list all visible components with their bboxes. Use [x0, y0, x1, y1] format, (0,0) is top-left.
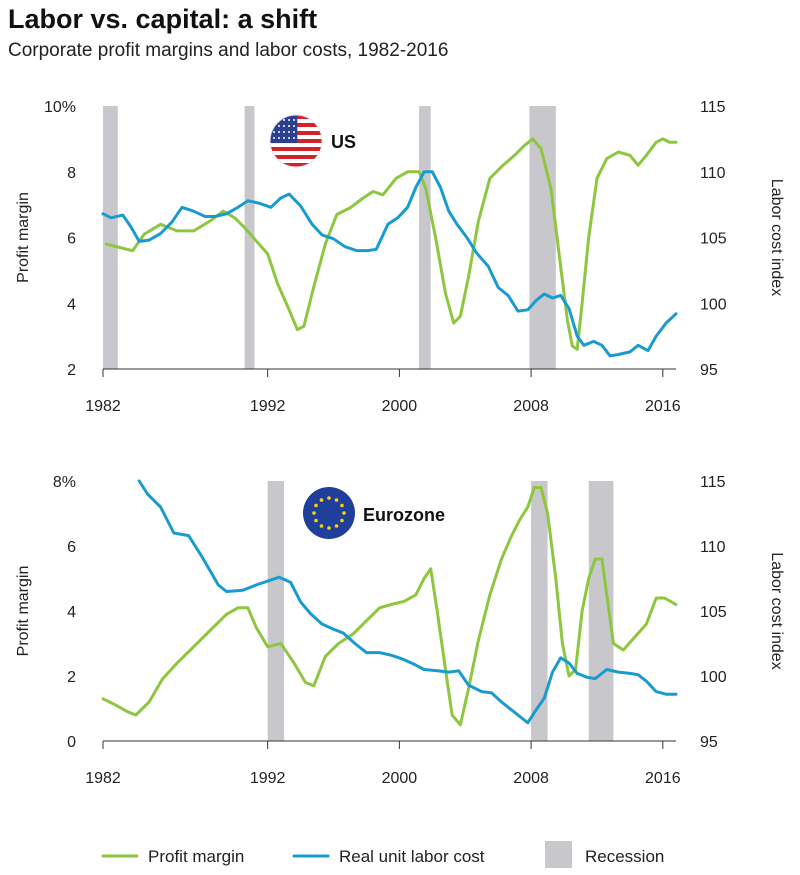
right-tick-label: 110: [700, 539, 726, 556]
right-tick-label: 115: [700, 474, 726, 491]
chart-title: Labor vs. capital: a shift: [8, 4, 318, 34]
right-tick-label: 105: [700, 604, 727, 621]
right-tick-label: 115: [700, 99, 726, 116]
left-tick-label: 2: [67, 362, 76, 379]
left-axis-title: Profit margin: [15, 192, 32, 283]
legend-swatch-recession: [545, 841, 572, 868]
x-tick-label: 2008: [513, 770, 549, 787]
x-tick-label: 2000: [382, 770, 418, 787]
legend-item: Recession: [545, 841, 664, 868]
x-tick-label: 2000: [382, 398, 418, 415]
region-label: Eurozone: [363, 505, 445, 525]
right-axis-title: Labor cost index: [768, 552, 785, 669]
right-tick-label: 100: [700, 296, 727, 313]
right-tick-label: 100: [700, 669, 727, 686]
recession-bar: [531, 481, 548, 741]
recession-bar: [103, 106, 118, 369]
x-tick-label: 2008: [513, 398, 549, 415]
recession-bar: [244, 106, 255, 369]
left-tick-label: 8%: [53, 474, 76, 491]
labor-cost-line: [137, 479, 678, 725]
x-tick-label: 2016: [645, 398, 681, 415]
us-flag-icon: [269, 114, 323, 168]
chart-subtitle: Corporate profit margins and labor costs…: [8, 40, 449, 61]
right-tick-label: 110: [700, 165, 726, 182]
recession-bar: [419, 106, 431, 369]
region-label: US: [331, 132, 356, 152]
legend-item: Profit margin: [101, 847, 244, 866]
left-tick-label: 6: [67, 231, 76, 248]
left-tick-label: 4: [67, 604, 76, 621]
profit-margin-line: [104, 137, 678, 351]
panel-us: 1982 1992 2000 2008 2016 2 4 6 8 10% 95 100 105 110 11…: [15, 99, 785, 415]
eu-flag-icon: [303, 487, 355, 539]
legend-label: Profit margin: [148, 847, 244, 866]
profit-margin-line: [101, 486, 678, 727]
right-tick-label: 95: [700, 734, 718, 751]
legend-item: Real unit labor cost: [292, 847, 485, 866]
right-tick-label: 105: [700, 231, 727, 248]
left-tick-label: 10%: [44, 99, 76, 116]
right-axis-title: Labor cost index: [768, 179, 785, 296]
x-tick-label: 1992: [250, 770, 286, 787]
legend: Profit margin Real unit labor cost Recessi…: [101, 841, 664, 868]
left-tick-label: 2: [67, 669, 76, 686]
recession-bar: [267, 481, 285, 741]
panel-eurozone: 1982 1992 2000 2008 2016 0 2 4 6 8% 95 100 105 110 115…: [15, 474, 785, 787]
x-tick-label: 1982: [85, 398, 121, 415]
x-tick-label: 2016: [645, 770, 681, 787]
x-tick-label: 1982: [85, 770, 121, 787]
left-tick-label: 6: [67, 539, 76, 556]
left-tick-label: 0: [67, 734, 76, 751]
recession-bar: [529, 106, 556, 369]
right-tick-label: 95: [700, 362, 718, 379]
labor-cost-line: [101, 170, 678, 358]
left-tick-label: 8: [67, 165, 76, 182]
legend-label: Real unit labor cost: [339, 847, 485, 866]
x-tick-label: 1992: [250, 398, 286, 415]
left-axis-title: Profit margin: [15, 566, 32, 657]
left-tick-label: 4: [67, 296, 76, 313]
legend-label: Recession: [585, 847, 664, 866]
